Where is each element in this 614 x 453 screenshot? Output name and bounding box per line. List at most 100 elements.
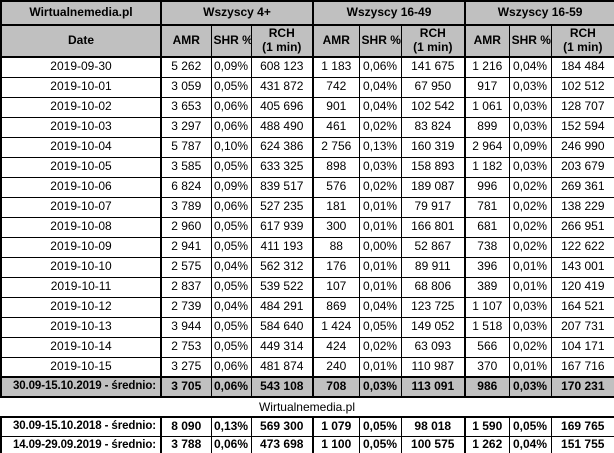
value-cell: 996	[464, 176, 510, 198]
value-cell: 473 698	[250, 435, 314, 453]
value-cell: 917	[464, 76, 510, 98]
date-cell: 2019-10-13	[0, 316, 162, 338]
value-cell: 0,02%	[358, 116, 402, 138]
table-row: 14.09-29.09.2019 - średnio: 3 788 0,06% 473…	[0, 435, 614, 453]
value-cell: 0,01%	[358, 256, 402, 278]
value-cell: 2 739	[160, 296, 212, 318]
ratings-table: Wirtualnemedia.pl Wszyscy 4+ Wszyscy 16-…	[0, 0, 614, 398]
value-cell: 2 964	[464, 136, 510, 158]
value-cell: 543 108	[250, 376, 314, 398]
value-cell: 0,02%	[508, 176, 552, 198]
value-cell: 0,01%	[508, 356, 552, 378]
table-row: 30.09-15.10.2019 - średnio: 3 705 0,06% 543…	[0, 376, 614, 398]
rch-label-line1: RCH	[268, 26, 295, 41]
column-header-amr: AMR	[312, 24, 360, 58]
column-header-amr: AMR	[464, 24, 510, 58]
value-cell: 1 183	[312, 56, 360, 78]
value-cell: 141 675	[400, 56, 466, 78]
table-row: 2019-10-04 5 787 0,10% 624 386 2 756 0,13% 160…	[0, 136, 614, 158]
value-cell: 488 490	[250, 116, 314, 138]
date-cell: 2019-10-05	[0, 156, 162, 178]
value-cell: 0,03%	[508, 76, 552, 98]
value-cell: 266 951	[550, 216, 614, 238]
value-cell: 0,09%	[508, 136, 552, 158]
column-header-amr: AMR	[160, 24, 212, 58]
date-cell: 2019-10-01	[0, 76, 162, 98]
value-cell: 0,04%	[210, 296, 252, 318]
rch-label-line1: RCH	[419, 26, 446, 41]
table-row: 2019-10-15 3 275 0,06% 481 874 240 0,01% 110 9…	[0, 356, 614, 378]
value-cell: 3 585	[160, 156, 212, 178]
value-cell: 3 297	[160, 116, 212, 138]
value-cell: 742	[312, 76, 360, 98]
value-cell: 0,05%	[210, 236, 252, 258]
value-cell: 166 801	[400, 216, 466, 238]
value-cell: 584 640	[250, 316, 314, 338]
value-cell: 1 424	[312, 316, 360, 338]
value-cell: 79 917	[400, 196, 466, 218]
value-cell: 0,13%	[358, 136, 402, 158]
group-header-all-4plus: Wszyscy 4+	[159, 0, 314, 26]
value-cell: 169 765	[550, 416, 614, 437]
value-cell: 0,03%	[508, 156, 552, 178]
rch-label-line2: (1 min)	[563, 40, 603, 54]
rch-label-line2: (1 min)	[262, 40, 302, 54]
value-cell: 0,05%	[358, 435, 402, 453]
value-cell: 527 235	[250, 196, 314, 218]
value-cell: 431 872	[250, 76, 314, 98]
value-cell: 899	[464, 116, 510, 138]
table-row: 2019-10-12 2 739 0,04% 484 291 869 0,04% 123 7…	[0, 296, 614, 318]
value-cell: 3 788	[160, 435, 212, 453]
table-row: 2019-10-05 3 585 0,05% 633 325 898 0,03% 158 8…	[0, 156, 614, 178]
value-cell: 123 725	[400, 296, 466, 318]
value-cell: 110 987	[400, 356, 466, 378]
value-cell: 107	[312, 276, 360, 298]
value-cell: 151 755	[550, 435, 614, 453]
table-row: 2019-10-11 2 837 0,05% 539 522 107 0,01% 68 80…	[0, 276, 614, 298]
value-cell: 0,03%	[358, 156, 402, 178]
date-cell: 2019-09-30	[0, 56, 162, 78]
column-header-shr: SHR %	[508, 24, 552, 58]
value-cell: 63 093	[400, 336, 466, 358]
value-cell: 569 300	[250, 416, 314, 437]
value-cell: 102 542	[400, 96, 466, 118]
value-cell: 0,06%	[210, 356, 252, 378]
value-cell: 0,03%	[508, 296, 552, 318]
value-cell: 1 100	[312, 435, 360, 453]
table-row: 2019-10-06 6 824 0,09% 839 517 576 0,02% 189 0…	[0, 176, 614, 198]
column-header-date: Date	[0, 24, 162, 58]
date-cell: 2019-10-03	[0, 116, 162, 138]
value-cell: 411 193	[250, 236, 314, 258]
value-cell: 0,06%	[210, 435, 252, 453]
value-cell: 2 575	[160, 256, 212, 278]
value-cell: 0,01%	[358, 196, 402, 218]
value-cell: 0,01%	[358, 276, 402, 298]
comparison-rows: 30.09-15.10.2018 - średnio: 8 090 0,13% 569…	[0, 416, 614, 453]
date-cell: 2019-10-10	[0, 256, 162, 278]
value-cell: 203 679	[550, 156, 614, 178]
value-cell: 484 291	[250, 296, 314, 318]
value-cell: 0,02%	[358, 176, 402, 198]
value-cell: 300	[312, 216, 360, 238]
value-cell: 246 990	[550, 136, 614, 158]
table-header: Wirtualnemedia.pl Wszyscy 4+ Wszyscy 16-…	[0, 0, 614, 58]
table-row: 2019-09-30 5 262 0,09% 608 123 1 183 0,06% 141…	[0, 56, 614, 78]
date-cell: 2019-10-04	[0, 136, 162, 158]
value-cell: 617 939	[250, 216, 314, 238]
value-cell: 562 312	[250, 256, 314, 278]
value-cell: 576	[312, 176, 360, 198]
value-cell: 0,05%	[210, 336, 252, 358]
value-cell: 0,10%	[210, 136, 252, 158]
watermark: Wirtualnemedia.pl	[0, 398, 614, 416]
table-row: 2019-10-02 3 653 0,06% 405 696 901 0,04% 102 5…	[0, 96, 614, 118]
value-cell: 986	[464, 376, 510, 398]
value-cell: 1 061	[464, 96, 510, 118]
value-cell: 781	[464, 196, 510, 218]
value-cell: 149 052	[400, 316, 466, 338]
table-row: 2019-10-01 3 059 0,05% 431 872 742 0,04% 67 95…	[0, 76, 614, 98]
value-cell: 481 874	[250, 356, 314, 378]
value-cell: 0,04%	[210, 256, 252, 278]
value-cell: 608 123	[250, 56, 314, 78]
value-cell: 0,09%	[210, 176, 252, 198]
